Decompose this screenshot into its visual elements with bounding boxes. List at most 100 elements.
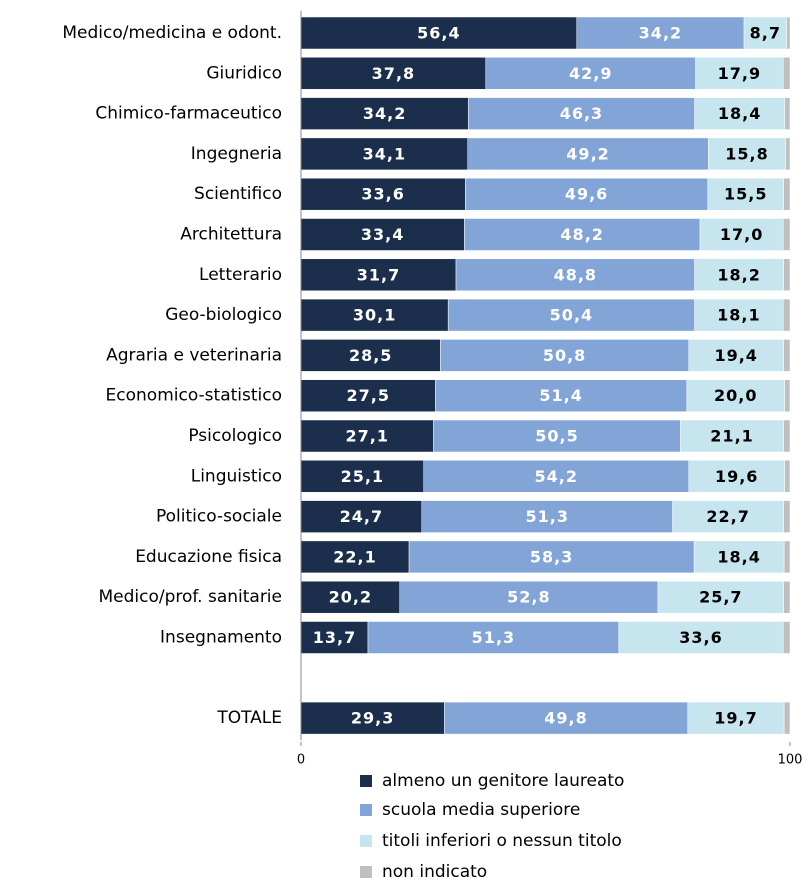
value-label: 51,3 bbox=[525, 507, 568, 526]
value-label: 34,2 bbox=[363, 104, 406, 123]
bar-segment bbox=[699, 218, 784, 251]
category-label: Letterario bbox=[199, 265, 282, 285]
bar-segment bbox=[423, 460, 690, 493]
value-label: 34,2 bbox=[639, 24, 682, 43]
bar-segment bbox=[300, 97, 469, 130]
bar-segment bbox=[300, 258, 457, 292]
bar-segment bbox=[421, 500, 673, 533]
value-label: 19,6 bbox=[715, 467, 758, 486]
bar-segment bbox=[300, 177, 466, 211]
bar-segment bbox=[435, 379, 688, 412]
category-label: Medico/medicina e odont. bbox=[62, 23, 282, 43]
bar-segment bbox=[367, 621, 620, 654]
bar-segment bbox=[782, 218, 791, 251]
bar-segment bbox=[300, 580, 401, 614]
value-label: 33,6 bbox=[361, 185, 404, 204]
bar-segment bbox=[783, 258, 791, 292]
bar-segment bbox=[693, 540, 785, 574]
x-tick-label: 100 bbox=[778, 753, 803, 768]
value-label: 15,5 bbox=[724, 185, 767, 204]
bar-segment bbox=[300, 701, 445, 735]
bar-segment bbox=[786, 16, 791, 50]
value-label: 51,3 bbox=[472, 628, 515, 647]
value-label: 15,8 bbox=[725, 144, 768, 163]
value-label: 56,4 bbox=[417, 24, 460, 43]
bar-segment bbox=[743, 16, 787, 50]
value-label: 31,7 bbox=[357, 265, 400, 284]
value-label: 17,9 bbox=[718, 64, 761, 83]
value-label: 29,3 bbox=[351, 709, 394, 728]
value-label: 50,8 bbox=[543, 346, 586, 365]
category-label: Chimico-farmaceutico bbox=[95, 104, 282, 124]
legend-swatch bbox=[360, 835, 372, 847]
bar-segment bbox=[783, 500, 791, 533]
value-label: 49,8 bbox=[544, 709, 587, 728]
value-label: 13,7 bbox=[313, 628, 356, 647]
value-label: 33,4 bbox=[361, 225, 404, 244]
bar-segment bbox=[688, 460, 785, 493]
value-label: 20,2 bbox=[329, 588, 372, 607]
category-label: Geo-biologico bbox=[165, 305, 282, 325]
value-label: 50,4 bbox=[550, 306, 593, 325]
bar-segment bbox=[300, 137, 468, 171]
bar-segment bbox=[465, 177, 709, 211]
bar-segment bbox=[657, 580, 784, 614]
x-tick-label: 0 bbox=[297, 753, 305, 768]
bar-segment bbox=[695, 57, 784, 90]
legend-swatch bbox=[360, 866, 372, 878]
bar-segment bbox=[783, 339, 791, 372]
category-label: TOTALE bbox=[216, 708, 282, 728]
category-label: Architettura bbox=[180, 225, 282, 245]
value-label: 17,0 bbox=[720, 225, 763, 244]
value-label: 22,1 bbox=[333, 547, 376, 566]
bar-segment bbox=[300, 621, 369, 654]
bar-segment bbox=[707, 177, 784, 211]
bar-segment bbox=[783, 177, 791, 211]
category-label: Linguistico bbox=[191, 466, 282, 486]
legend-label: non indicato bbox=[382, 862, 487, 882]
value-label: 34,1 bbox=[363, 144, 406, 163]
legend-swatch bbox=[360, 775, 372, 787]
value-label: 24,7 bbox=[340, 507, 383, 526]
value-label: 27,5 bbox=[346, 386, 389, 405]
value-label: 18,4 bbox=[718, 104, 761, 123]
legend-label: scuola media superiore bbox=[382, 800, 580, 820]
bar-segment bbox=[783, 419, 791, 453]
category-label: Politico-sociale bbox=[156, 507, 282, 527]
value-label: 30,1 bbox=[353, 306, 396, 325]
value-label: 28,5 bbox=[349, 346, 392, 365]
bar-segment bbox=[618, 621, 784, 654]
value-label: 50,5 bbox=[535, 427, 578, 446]
bar-segment bbox=[300, 500, 423, 533]
bar-segment bbox=[785, 137, 791, 171]
value-label: 52,8 bbox=[507, 588, 550, 607]
legend-swatch bbox=[360, 804, 372, 816]
bar-segment bbox=[300, 419, 434, 453]
value-label: 8,7 bbox=[750, 24, 781, 43]
value-label: 25,1 bbox=[341, 467, 384, 486]
bar-segment bbox=[300, 460, 424, 493]
bar-segment bbox=[784, 460, 791, 493]
value-label: 49,2 bbox=[566, 144, 609, 163]
legend-label: almeno un genitore laureato bbox=[382, 771, 624, 791]
category-label: Psicologico bbox=[188, 426, 282, 446]
legend-label: titoli inferiori o nessun titolo bbox=[382, 831, 622, 851]
value-label: 48,2 bbox=[560, 225, 603, 244]
value-label: 18,4 bbox=[717, 547, 760, 566]
value-label: 54,2 bbox=[535, 467, 578, 486]
bar-segment bbox=[300, 339, 441, 372]
value-label: 27,1 bbox=[346, 427, 389, 446]
bar-segment bbox=[447, 298, 695, 332]
value-label: 19,7 bbox=[714, 709, 757, 728]
bar-segment bbox=[782, 621, 791, 654]
value-label: 20,0 bbox=[714, 386, 757, 405]
category-label: Economico-statistico bbox=[106, 386, 282, 406]
category-label: Educazione fisica bbox=[135, 547, 282, 567]
bar-segment bbox=[576, 16, 745, 50]
category-label: Agraria e veterinaria bbox=[106, 345, 282, 365]
value-label: 22,7 bbox=[706, 507, 749, 526]
bar-segment bbox=[300, 16, 578, 50]
value-label: 49,6 bbox=[565, 185, 608, 204]
value-label: 46,3 bbox=[560, 104, 603, 123]
